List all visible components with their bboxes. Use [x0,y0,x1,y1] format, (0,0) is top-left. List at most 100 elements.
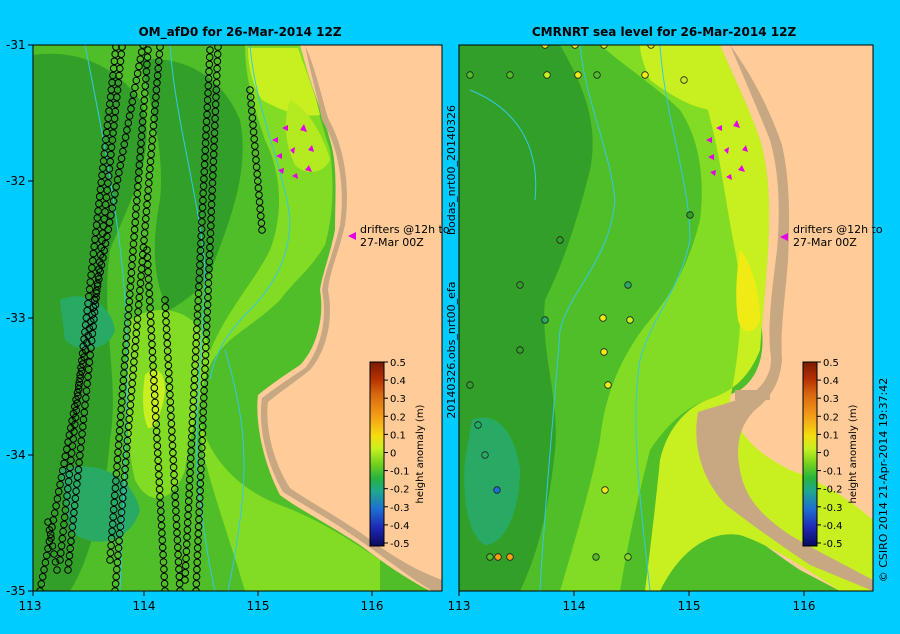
colorbar-tick-label: 0.1 [390,430,406,441]
altimeter-obs-circle [84,299,92,308]
altimeter-obs-circle [205,250,214,259]
altimeter-obs-circle [151,405,160,414]
altimeter-obs-circle [157,507,165,516]
altimeter-obs-circle [209,157,218,166]
altimeter-obs-circle [197,232,205,240]
left-tick-marks [28,44,373,596]
altimeter-obs-circle [60,459,68,468]
altimeter-obs-circle [208,179,217,187]
altimeter-obs-circle [100,246,108,255]
altimeter-obs-circle [204,82,213,90]
left-colorbar: 0.5 0.4 0.3 0.2 0.1 0 -0.1 -0.2 -0.3 -0.4 -0.5 hei… [369,358,426,550]
altimeter-obs-circle [192,580,201,588]
altimeter-obs-circle [189,397,198,405]
colorbar-tick-label: 0.1 [823,430,839,441]
altimeter-obs-circle [156,45,164,51]
altimeter-obs-circle [89,303,98,312]
altimeter-obs-circle [85,292,93,301]
altimeter-obs-circle [193,551,202,560]
altimeter-obs-circle [73,473,82,481]
altimeter-obs-circle [83,339,91,347]
altimeter-obs-circle [128,97,137,106]
altimeter-obs-circle [211,121,219,130]
altimeter-obs-circle [110,122,118,130]
altimeter-obs-circle [79,415,88,424]
altimeter-obs-circle [145,297,154,305]
altimeter-obs-circle [118,494,127,502]
altimeter-obs-circle [204,89,212,97]
altimeter-obs-circle [111,107,120,116]
altimeter-obs-circle [83,306,91,315]
altimeter-obs-circle [131,343,139,352]
altimeter-obs-circle [157,521,166,530]
altimeter-obs-circle [148,355,157,363]
altimeter-obs-circle [166,390,174,399]
altimeter-obs-circle [126,408,134,416]
altimeter-obs-circle [195,268,204,276]
altimeter-obs-circle [195,282,203,291]
altimeter-obs-circle [144,275,153,283]
altimeter-obs-circle [52,502,60,510]
altimeter-obs-circle [209,150,218,159]
altimeter-obs-circle [171,499,180,508]
altimeter-obs-circle [134,182,142,191]
altimeter-obs-circle [92,228,100,237]
altimeter-obs-circle [67,424,75,432]
obs-dot [641,71,649,79]
altimeter-obs-circle [78,430,86,438]
altimeter-obs-circle [201,358,210,366]
lat-tick: -31 [6,38,26,52]
altimeter-obs-circle [134,300,143,309]
altimeter-obs-circle [123,436,132,445]
right-shelf-step [735,390,770,400]
altimeter-obs-circle [193,565,201,574]
altimeter-obs-circle [74,465,83,474]
altimeter-obs-circle [211,107,220,116]
altimeter-obs-circle [115,434,123,442]
altimeter-obs-circle [167,412,175,421]
altimeter-obs-circle [155,478,164,487]
altimeter-obs-circle [166,398,175,406]
altimeter-obs-circle [139,103,148,112]
altimeter-obs-circle [61,452,70,461]
altimeter-obs-circle [150,376,158,385]
altimeter-obs-circle [185,475,194,484]
altimeter-obs-circle [202,132,210,140]
altimeter-obs-circle [162,310,170,319]
altimeter-obs-circle [109,505,118,514]
altimeter-obs-circle [132,204,140,212]
colorbar-ticks: 0.5 0.4 0.3 0.2 0.1 0 -0.1 -0.2 -0.3 -0.4 -0.5 [384,358,410,550]
altimeter-obs-circle [172,521,181,530]
obs-dot [624,553,632,561]
altimeter-obs-circle [133,69,142,78]
altimeter-obs-circle [199,196,207,205]
altimeter-obs-circle [111,484,120,493]
altimeter-obs-circle [162,325,171,333]
altimeter-obs-circle [101,239,110,248]
colorbar-tick-label: -0.3 [823,503,843,514]
altimeter-obs-circle [38,573,47,581]
altimeter-obs-circle [188,425,196,434]
altimeter-obs-circle [64,566,72,574]
altimeter-obs-circle [212,86,221,94]
altimeter-obs-circle [132,329,141,338]
colorbar-tick-label: 0 [390,449,396,460]
altimeter-obs-circle [189,411,197,420]
altimeter-obs-circle [193,311,202,319]
colorbar-tick-label: -0.3 [390,503,410,514]
altimeter-obs-circle [204,279,213,288]
altimeter-obs-circle [210,136,218,144]
altimeter-obs-circle [87,271,95,279]
altimeter-obs-circle [194,289,203,298]
colorbar-tick-label: -0.5 [390,539,410,550]
left-lat-ticks: -31 -32 -33 -34 -35 [6,38,26,598]
altimeter-obs-circle [123,444,131,452]
altimeter-obs-circle [174,543,182,552]
altimeter-obs-circle [161,296,169,304]
left-contours [84,45,291,591]
altimeter-obs-circle [84,331,92,340]
altimeter-obs-circle [106,549,115,557]
altimeter-obs-circle [163,347,172,355]
colorbar-tick-label: 0.4 [390,376,406,387]
altimeter-obs-circle [148,340,156,349]
